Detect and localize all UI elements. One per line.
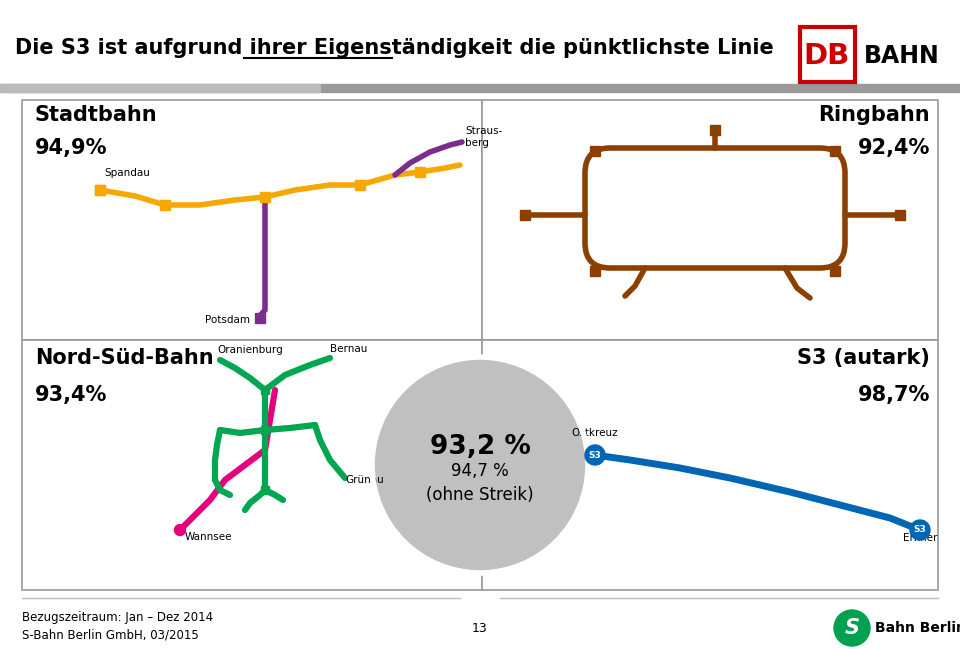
Text: Erkner: Erkner	[902, 533, 937, 543]
Text: 13: 13	[472, 622, 488, 635]
Text: 94,7 %
(ohne Streik): 94,7 % (ohne Streik)	[426, 461, 534, 504]
Bar	[590, 266, 600, 276]
Text: Ostkreuz: Ostkreuz	[572, 428, 618, 438]
Bar	[0, 84, 320, 92]
Bar	[95, 185, 105, 195]
Bar	[520, 210, 530, 220]
Bar	[160, 200, 170, 210]
Circle shape	[834, 610, 870, 646]
Circle shape	[585, 445, 605, 465]
Bar	[482, 100, 938, 340]
Text: Potsdam: Potsdam	[205, 315, 250, 325]
Text: Bahn Berlin: Bahn Berlin	[875, 621, 960, 635]
Text: 93,4%: 93,4%	[35, 385, 108, 405]
Bar	[22, 340, 482, 590]
Bar	[830, 266, 840, 276]
Text: BAHN: BAHN	[864, 44, 940, 68]
Bar	[482, 340, 938, 590]
Text: 93,2 %: 93,2 %	[429, 434, 531, 460]
Bar	[590, 146, 600, 156]
Text: S3: S3	[914, 526, 926, 535]
Circle shape	[175, 524, 185, 535]
Text: Stadtbahn: Stadtbahn	[35, 105, 157, 125]
FancyBboxPatch shape	[800, 27, 855, 82]
Text: Nord-Süd-Bahn: Nord-Süd-Bahn	[35, 348, 214, 368]
Bar	[260, 192, 270, 202]
Bar	[355, 180, 365, 190]
Text: S3 (autark): S3 (autark)	[797, 348, 930, 368]
Text: Die S3 ist aufgrund ihrer Eigenständigkeit die pünktlichste Linie: Die S3 ist aufgrund ihrer Eigenständigke…	[15, 38, 774, 58]
Bar	[255, 313, 265, 323]
Bar	[0, 84, 960, 92]
Bar	[95, 185, 105, 195]
Text: Wannsee: Wannsee	[185, 532, 232, 542]
Circle shape	[910, 520, 930, 540]
Text: 94,9%: 94,9%	[35, 138, 108, 158]
Text: Ringbahn: Ringbahn	[818, 105, 930, 125]
Text: 98,7%: 98,7%	[857, 385, 930, 405]
Text: S3: S3	[588, 450, 601, 459]
Bar	[830, 146, 840, 156]
Bar	[261, 426, 269, 434]
Text: Bernau: Bernau	[330, 344, 368, 354]
Text: Grünau: Grünau	[345, 475, 384, 485]
Circle shape	[372, 357, 588, 573]
Text: Straus-
berg: Straus- berg	[465, 126, 502, 148]
Bar	[22, 100, 482, 340]
Text: Spandau: Spandau	[104, 168, 150, 178]
Text: S: S	[845, 618, 859, 638]
Text: Oranienburg: Oranienburg	[217, 345, 283, 355]
Bar	[415, 167, 425, 177]
Text: 92,4%: 92,4%	[857, 138, 930, 158]
Text: S-Bahn Berlin GmbH, 03/2015: S-Bahn Berlin GmbH, 03/2015	[22, 628, 199, 641]
Bar	[261, 486, 269, 494]
Bar	[895, 210, 905, 220]
Text: DB: DB	[804, 42, 851, 70]
Text: Bezugszeitraum: Jan – Dez 2014: Bezugszeitraum: Jan – Dez 2014	[22, 611, 213, 624]
Bar	[710, 125, 720, 135]
Bar	[261, 386, 269, 394]
